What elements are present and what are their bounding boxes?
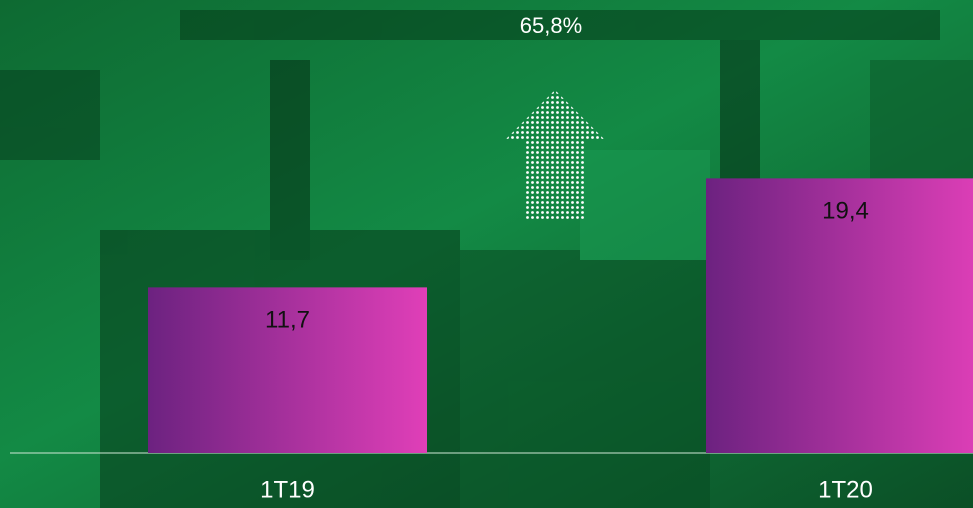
growth-arrow [505, 90, 605, 220]
value-label: 11,7 [265, 307, 310, 334]
growth-annotation: 65,8% [520, 13, 582, 38]
bar [706, 178, 973, 453]
x-tick-label: 1T20 [818, 476, 873, 503]
bar [148, 287, 427, 453]
x-tick-label: 1T19 [260, 476, 315, 503]
port-scene [0, 10, 973, 508]
value-label: 19,4 [822, 198, 869, 225]
